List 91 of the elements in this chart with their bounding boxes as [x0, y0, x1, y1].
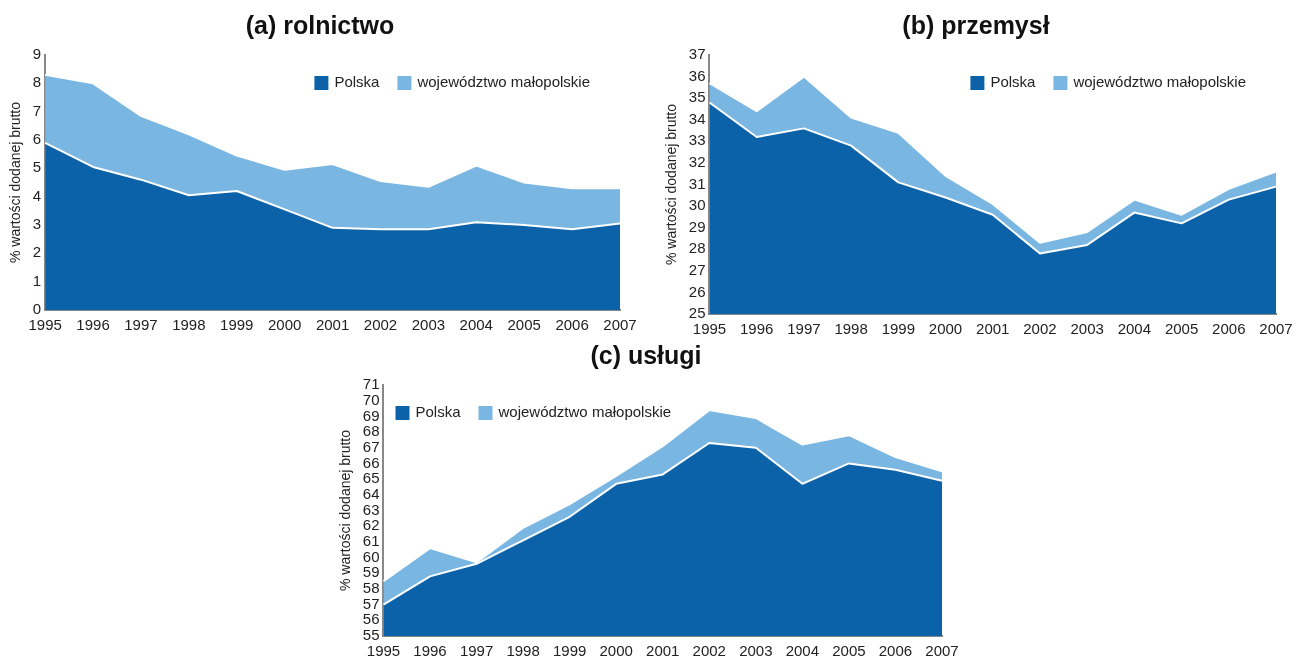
x-tick-label: 1998 [506, 642, 540, 660]
x-tick-label: 1996 [76, 316, 110, 334]
y-tick-label: 3 [32, 215, 42, 233]
x-tick-label: 1995 [692, 320, 727, 338]
y-tick-label: 71 [362, 375, 380, 393]
y-tick-label: 32 [688, 153, 706, 171]
x-tick-label: 1997 [124, 316, 158, 334]
x-tick-label: 2002 [692, 642, 726, 660]
legend-label: Polska [334, 73, 381, 91]
x-tick-label: 1997 [787, 320, 821, 338]
y-tick-label: 61 [362, 532, 380, 550]
x-tick-label: 2000 [928, 320, 963, 338]
y-tick-label: 28 [688, 239, 706, 257]
x-tick-label: 2004 [459, 316, 493, 334]
x-tick-label: 2007 [603, 316, 637, 334]
x-tick-label: 2002 [363, 316, 398, 334]
y-tick-label: 9 [32, 45, 42, 63]
x-tick-label: 2002 [1023, 320, 1057, 338]
y-tick-label: 58 [362, 579, 380, 597]
x-tick-label: 2005 [507, 316, 541, 334]
x-tick-label: 2003 [411, 316, 446, 334]
chart-title: (a) rolnictwo [244, 10, 396, 41]
y-tick-label: 34 [688, 109, 706, 127]
x-tick-label: 2005 [832, 642, 866, 660]
x-tick-label: 2004 [785, 642, 820, 660]
x-tick-label: 1999 [881, 320, 916, 338]
y-tick-label: 4 [32, 186, 42, 204]
x-tick-label: 1997 [459, 642, 494, 660]
y-tick-label: 2 [32, 243, 42, 261]
x-tick-label: 1995 [28, 316, 62, 334]
y-tick-label: 35 [688, 88, 706, 106]
y-tick-label: 36 [688, 66, 706, 84]
y-axis-title: % wartości dodanej brutto [663, 103, 680, 266]
y-tick-label: 1 [32, 271, 42, 289]
x-tick-label: 1999 [220, 316, 254, 334]
legend-label: Polska [990, 73, 1037, 91]
y-tick-label: 33 [688, 131, 706, 149]
y-tick-label: 70 [362, 390, 380, 408]
x-tick-label: 2006 [878, 642, 913, 660]
y-tick-label: 62 [362, 516, 380, 534]
y-tick-label: 26 [688, 282, 706, 300]
y-tick-label: 68 [362, 422, 380, 440]
y-tick-label: 59 [362, 563, 380, 581]
x-tick-label: 2001 [315, 316, 350, 334]
x-tick-label: 1999 [552, 642, 587, 660]
y-tick-label: 65 [362, 469, 380, 487]
x-tick-label: 2003 [1070, 320, 1104, 338]
y-tick-label: 56 [362, 610, 380, 628]
y-tick-label: 27 [688, 260, 706, 278]
y-tick-label: 8 [32, 73, 42, 91]
y-tick-label: 69 [362, 406, 380, 424]
x-tick-label: 2007 [1259, 320, 1293, 338]
y-tick-label: 5 [32, 158, 42, 176]
y-tick-label: 60 [362, 547, 380, 565]
y-tick-label: 6 [32, 130, 42, 148]
legend-label: województwo małopolskie [1072, 73, 1247, 91]
x-tick-label: 2001 [646, 642, 680, 660]
legend-label: Polska [415, 403, 462, 421]
x-tick-label: 1996 [740, 320, 774, 338]
x-tick-label: 1998 [834, 320, 868, 338]
y-tick-label: 30 [688, 196, 706, 214]
legend-label: województwo małopolskie [416, 73, 591, 91]
y-axis-title: % wartości dodanej brutto [7, 101, 24, 264]
y-tick-label: 64 [362, 484, 380, 502]
y-tick-label: 29 [688, 217, 706, 235]
y-axis-title: % wartości dodanej brutto [337, 429, 354, 592]
x-tick-label: 2006 [555, 316, 589, 334]
legend-label: województwo małopolskie [497, 403, 672, 421]
x-tick-label: 1996 [413, 642, 447, 660]
y-tick-label: 66 [362, 453, 380, 471]
x-tick-label: 2007 [925, 642, 959, 660]
y-tick-label: 57 [362, 594, 380, 612]
x-tick-label: 2000 [599, 642, 633, 660]
x-tick-label: 2001 [976, 320, 1010, 338]
y-tick-label: 67 [362, 437, 380, 455]
x-tick-label: 2006 [1212, 320, 1246, 338]
y-tick-label: 0 [32, 300, 42, 318]
chart-title: (c) usługi [589, 340, 703, 371]
y-tick-label: 37 [688, 45, 706, 63]
y-tick-label: 25 [688, 304, 706, 322]
y-tick-label: 63 [362, 500, 380, 518]
x-tick-label: 1998 [172, 316, 206, 334]
x-tick-label: 2003 [739, 642, 773, 660]
y-tick-label: 31 [688, 174, 706, 192]
x-tick-label: 2004 [1117, 320, 1152, 338]
x-tick-label: 2000 [267, 316, 302, 334]
y-tick-label: 55 [362, 626, 380, 644]
x-tick-label: 1995 [366, 642, 401, 660]
y-tick-label: 7 [32, 101, 42, 119]
x-tick-label: 2005 [1164, 320, 1199, 338]
chart-title: (b) przemysł [901, 10, 1051, 41]
